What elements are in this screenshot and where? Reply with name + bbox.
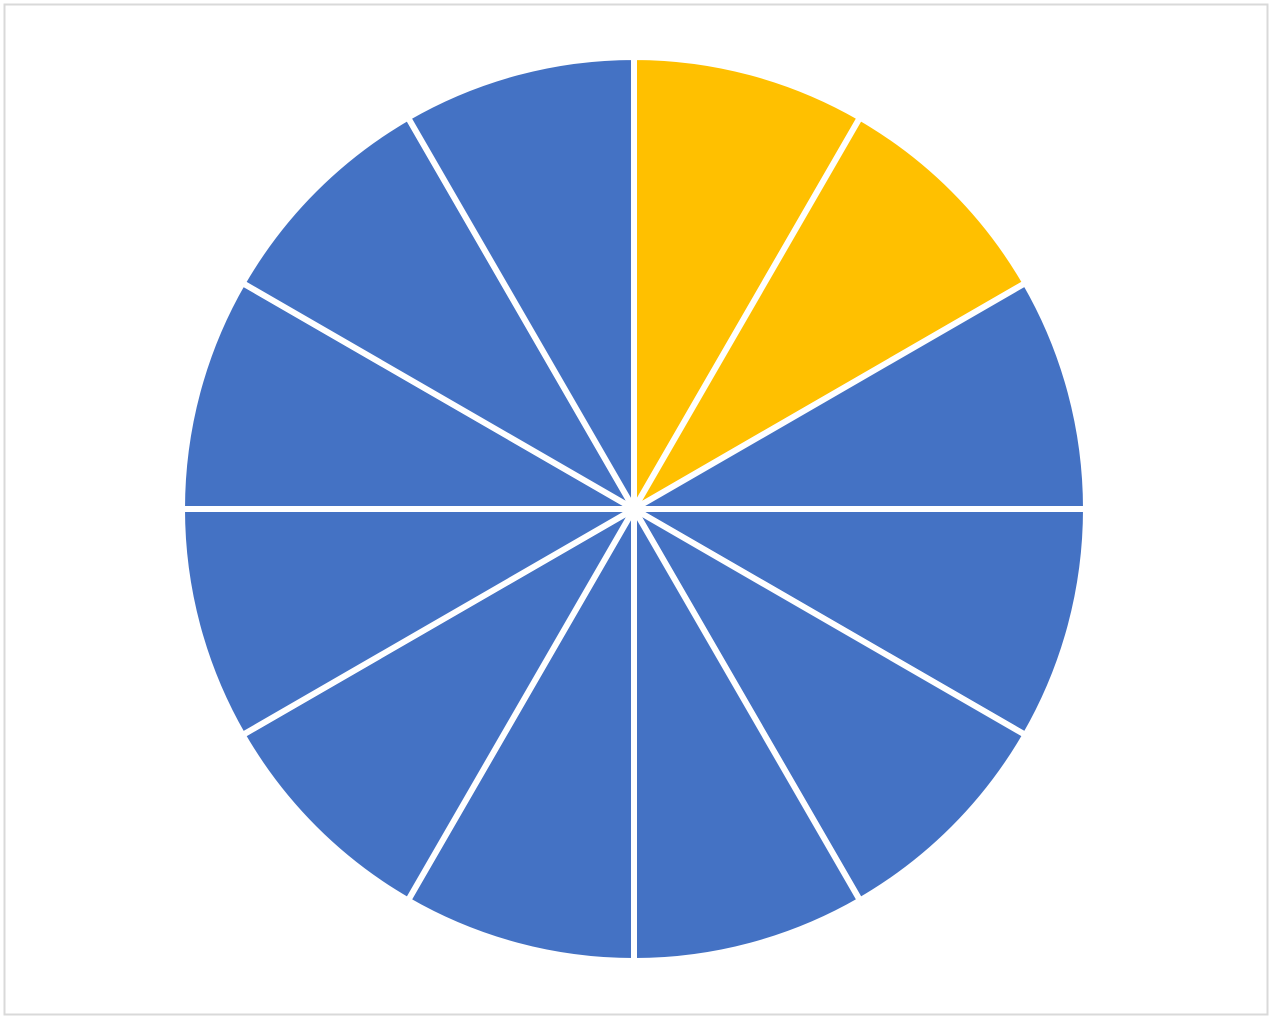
pie-slice [631, 506, 1089, 738]
pie-slice [631, 506, 863, 964]
pie-slice [405, 54, 637, 512]
pie-slice [631, 506, 1029, 904]
pie-slice [631, 280, 1089, 512]
pie-slice [631, 114, 1029, 512]
pie-slice [179, 280, 637, 512]
pie-slice [631, 54, 863, 512]
pie-slice [179, 506, 637, 738]
pie-slice [405, 506, 637, 964]
pie-slice [239, 506, 637, 904]
pie-slice [239, 114, 637, 512]
